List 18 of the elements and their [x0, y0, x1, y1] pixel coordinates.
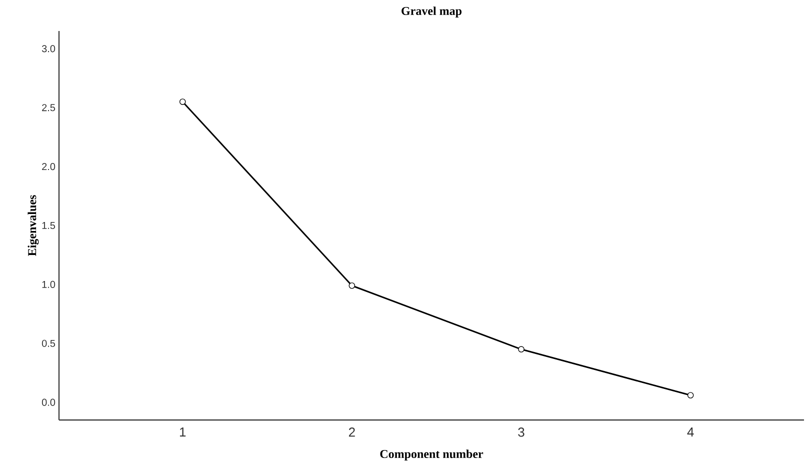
point: [687, 392, 694, 398]
point: [179, 98, 186, 105]
y-tick-label: 1.5: [42, 222, 56, 229]
x-tick-label: 3: [518, 428, 524, 437]
y-tick-label: 0.0: [42, 398, 56, 406]
y-axis-title: Eigenvalues: [28, 195, 39, 256]
y-tick-label: 0.5: [42, 340, 56, 347]
y-tick-label: 2.5: [42, 104, 56, 112]
y-tick-label: 1.0: [42, 280, 56, 288]
point: [348, 282, 356, 289]
x-tick-label: 4: [687, 428, 694, 436]
y-tick-label: 2.0: [42, 163, 56, 170]
x-tick-label: 2: [348, 428, 355, 437]
x-tick-label: 1: [180, 428, 186, 436]
x-axis-title: Component number: [380, 450, 484, 460]
chart-title: Gravel map: [402, 6, 462, 18]
point: [518, 346, 524, 352]
y-tick-label: 3.0: [42, 45, 56, 52]
